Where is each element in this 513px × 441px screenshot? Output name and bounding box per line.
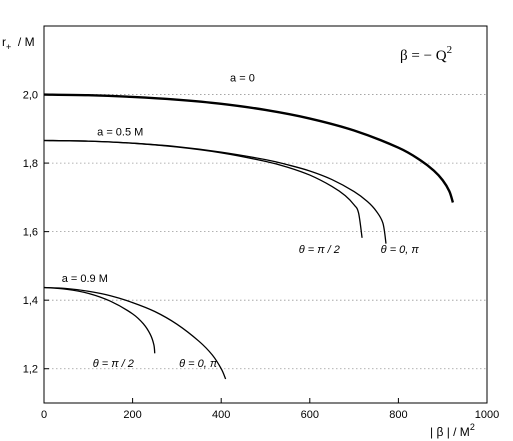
plot-frame	[43, 25, 488, 404]
y-tick-label: 1,8	[23, 158, 38, 170]
x-tick-label: 600	[301, 409, 319, 421]
curve-label: a = 0.5 M	[97, 127, 143, 139]
curve-label: θ = 0, π	[179, 358, 218, 370]
beta-annotation: β = − Q2	[400, 44, 452, 64]
y-tick-label: 1,4	[23, 295, 38, 307]
x-tick-label: 0	[41, 409, 47, 421]
ticks-layer: 1,2 1,4 1,6 1,8 2,0 0 200 400 600 800 1000	[23, 90, 500, 421]
x-tick-label: 1000	[475, 409, 499, 421]
series-line	[43, 93, 455, 203]
x-axis-label: | β | / M2	[430, 422, 475, 439]
series-line	[43, 139, 387, 244]
curve-label: θ = π / 2	[299, 244, 340, 256]
curve-label: a = 0.9 M	[62, 273, 108, 285]
y-tick-label: 1,6	[23, 227, 38, 239]
curve-label: θ = 0, π	[381, 244, 420, 256]
series-layer	[43, 93, 455, 380]
x-tick-label: 400	[212, 409, 230, 421]
curve-label: a = 0	[230, 73, 255, 85]
grid-layer	[44, 94, 487, 370]
series-line	[43, 139, 363, 238]
series-line	[43, 286, 227, 380]
y-tick-label: 1,2	[23, 364, 38, 376]
x-tick-label: 200	[123, 409, 141, 421]
curve-label: θ = π / 2	[93, 358, 134, 370]
series-line	[43, 286, 156, 354]
y-tick-label: 2,0	[23, 90, 38, 102]
y-axis-label: r+ / M	[2, 35, 35, 52]
labels-layer: a = 0 a = 0.5 M a = 0.9 M θ = π / 2 θ = 0, π…	[62, 73, 420, 370]
x-tick-label: 800	[389, 409, 407, 421]
